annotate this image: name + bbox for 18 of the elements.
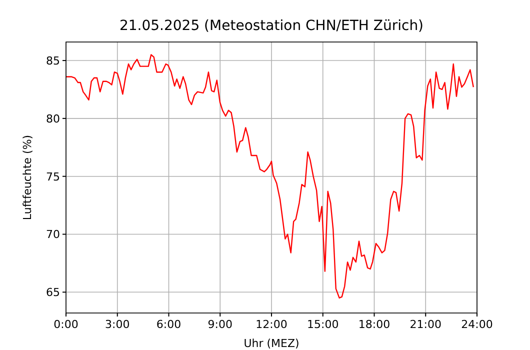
x-tick-label: 15:00 (307, 318, 339, 331)
x-tick-label: 21:00 (410, 318, 442, 331)
x-axis-title: Uhr (MEZ) (244, 337, 300, 350)
x-tick-label: 24:00 (461, 318, 493, 331)
line-series (66, 54, 474, 299)
x-tick-label: 0:00 (54, 318, 78, 331)
y-axis-title: Luftfeuchte (%) (21, 134, 34, 220)
x-tick-label: 9:00 (208, 318, 232, 331)
y-tick-label: 80 (46, 112, 60, 126)
y-tick-label: 85 (46, 54, 60, 68)
y-tick-label: 75 (46, 170, 60, 184)
x-tick-label: 3:00 (105, 318, 130, 331)
x-tick-label: 6:00 (156, 318, 182, 331)
y-tick-label: 65 (46, 286, 60, 300)
y-tick-label: 70 (46, 228, 60, 242)
x-tick-label: 18:00 (358, 318, 390, 331)
chart-title: 21.05.2025 (Meteostation CHN/ETH Zürich) (119, 18, 424, 34)
x-tick-label: 12:00 (256, 318, 288, 331)
